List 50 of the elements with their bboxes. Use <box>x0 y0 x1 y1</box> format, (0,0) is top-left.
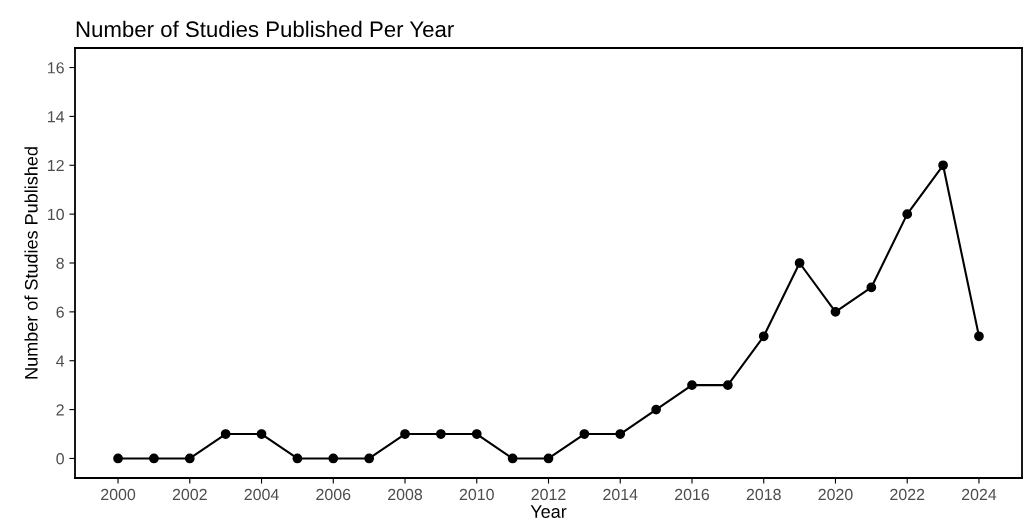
point <box>615 429 626 439</box>
x-tick-label: 2022 <box>890 488 925 501</box>
point <box>687 380 697 391</box>
y-tick-label: 14 <box>48 111 65 123</box>
point <box>149 453 159 464</box>
y-tick-label: 2 <box>56 404 64 416</box>
x-tick-label: 2004 <box>244 488 279 501</box>
point <box>579 429 590 439</box>
x-tick-label: 2012 <box>531 488 566 501</box>
x-tick-label: 2010 <box>459 488 494 501</box>
point <box>400 429 410 439</box>
point <box>436 429 446 439</box>
y-axis-title: Number of Studies Published <box>24 147 38 379</box>
x-tick-label: 2008 <box>388 488 423 501</box>
point <box>938 160 948 171</box>
y-tick-label: 10 <box>48 208 64 221</box>
x-tick-label: 2024 <box>961 488 997 501</box>
x-tick-label: 2014 <box>603 488 638 501</box>
point <box>184 453 195 464</box>
x-tick-label: 2020 <box>818 488 853 501</box>
point <box>292 453 303 464</box>
x-tick-label: 2000 <box>101 488 136 501</box>
point <box>328 453 339 464</box>
point <box>866 282 877 293</box>
point <box>830 307 841 317</box>
y-tick-label: 12 <box>48 159 64 172</box>
point <box>902 209 913 219</box>
point <box>543 453 554 464</box>
y-tick-label: 6 <box>56 306 64 318</box>
point <box>471 429 482 439</box>
chart-title: Number of Studies Published Per Year <box>76 20 454 38</box>
x-tick-label: 2002 <box>172 488 207 501</box>
y-tick-label: 8 <box>56 257 64 269</box>
point <box>651 404 661 415</box>
x-axis-title: Year <box>530 505 567 518</box>
point <box>722 380 733 391</box>
y-tick-label: 16 <box>48 62 64 74</box>
point <box>256 429 267 439</box>
y-tick-label: 0 <box>56 453 64 465</box>
point <box>974 331 984 342</box>
x-tick-label: 2016 <box>675 488 710 501</box>
point <box>507 453 518 464</box>
point <box>113 453 123 464</box>
x-tick-label: 2018 <box>746 488 781 501</box>
point <box>364 453 375 464</box>
y-tick-label: 4 <box>56 355 65 367</box>
point <box>220 429 231 439</box>
x-tick-label: 2006 <box>316 488 351 501</box>
point <box>794 258 805 268</box>
point <box>758 331 769 342</box>
